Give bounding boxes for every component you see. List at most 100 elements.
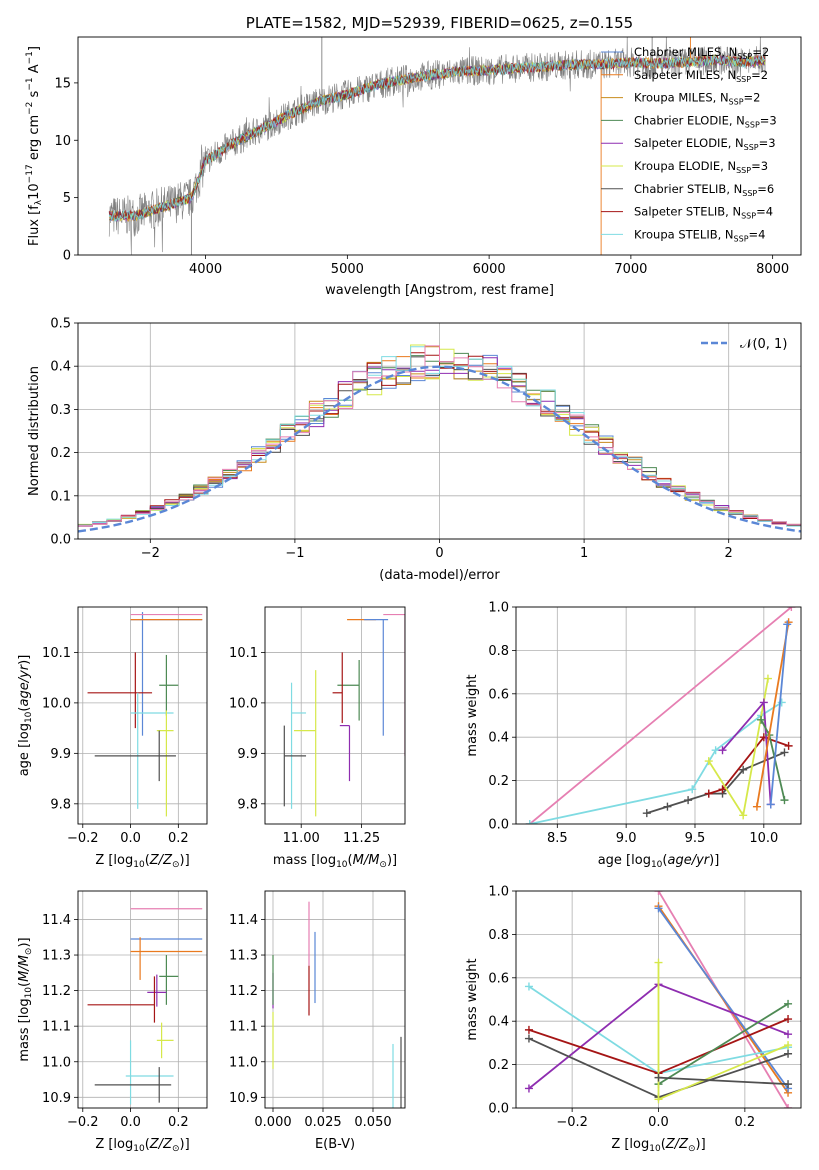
x-tick-label: 0 bbox=[435, 546, 443, 561]
legend-entry: Kroupa ELODIE, NSSP=3 bbox=[634, 159, 768, 175]
mass-vs-ebv-frame bbox=[264, 890, 406, 1109]
series-line-salpeter_miles bbox=[756, 622, 790, 807]
y-tick-label: 11.1 bbox=[229, 1020, 258, 1035]
age-vs-Z-frame bbox=[77, 606, 208, 825]
series-line-chabrier_miles bbox=[657, 907, 789, 1090]
y-tick-label: 9.9 bbox=[50, 747, 71, 762]
series-marker bbox=[684, 796, 693, 805]
series-marker bbox=[784, 1030, 793, 1039]
x-tick-label: 8000 bbox=[756, 262, 789, 277]
legend-entry: Salpeter MILES, NSSP=2 bbox=[634, 68, 768, 84]
series-line-chabrier_stelib bbox=[658, 1076, 789, 1085]
x-axis-label: wavelength [Angstrom, rest frame] bbox=[325, 283, 554, 298]
y-tick-label: 11.2 bbox=[229, 984, 258, 999]
y-tick-label: 0.0 bbox=[488, 1102, 509, 1117]
y-tick-label: 10.9 bbox=[229, 1091, 258, 1106]
series-marker bbox=[524, 1025, 533, 1034]
x-axis-label: age [log10(age/yr)] bbox=[598, 853, 720, 870]
y-tick-label: 0.2 bbox=[50, 446, 71, 461]
series-marker bbox=[654, 904, 663, 913]
series-marker bbox=[763, 674, 772, 683]
y-tick-label: 0.5 bbox=[50, 317, 71, 332]
mass-vs-Z-plot bbox=[87, 908, 203, 1105]
series-marker bbox=[780, 748, 789, 757]
series-marker bbox=[784, 1015, 793, 1024]
x-tick-label: 0.0 bbox=[120, 1115, 141, 1130]
y-tick-label: 10.1 bbox=[229, 646, 258, 661]
series-marker bbox=[525, 820, 534, 824]
residual-plot bbox=[78, 344, 801, 533]
age-vs-mass-plot bbox=[283, 613, 405, 817]
y-tick-label: 11.4 bbox=[229, 913, 258, 928]
x-tick-label: 8.5 bbox=[547, 831, 568, 846]
legend-entry: Chabrier MILES, NSSP=2 bbox=[634, 45, 769, 61]
y-tick-label: 0 bbox=[63, 249, 71, 264]
y-tick-label: 0.2 bbox=[488, 1058, 509, 1073]
x-tick-label: −1 bbox=[285, 546, 304, 561]
y-tick-label: 11.3 bbox=[42, 949, 71, 964]
mass-vs-Z-frame bbox=[77, 890, 208, 1109]
y-tick-label: 0.8 bbox=[488, 928, 509, 943]
series-marker bbox=[642, 809, 651, 818]
series-marker bbox=[704, 789, 713, 798]
x-tick-label: 9.5 bbox=[685, 831, 706, 846]
series-marker bbox=[718, 746, 727, 755]
series-marker bbox=[766, 800, 775, 809]
spectrum-frame bbox=[77, 36, 802, 256]
series-marker bbox=[654, 891, 663, 895]
x-axis-label: mass [log10(M/M⊙)] bbox=[273, 853, 397, 870]
y-tick-label: 10.9 bbox=[42, 1091, 71, 1106]
chart-title: PLATE=1582, MJD=52939, FIBERID=0625, z=0… bbox=[246, 14, 633, 32]
x-tick-label: 5000 bbox=[331, 262, 364, 277]
y-tick-label: 0.6 bbox=[488, 687, 509, 702]
y-axis-label: age [log10(age/yr)] bbox=[17, 655, 34, 777]
series-marker bbox=[711, 746, 720, 755]
spectrum-plot bbox=[108, 37, 766, 255]
series-marker bbox=[784, 1104, 793, 1108]
y-tick-label: 0.2 bbox=[488, 774, 509, 789]
y-tick-label: 0.0 bbox=[50, 533, 71, 548]
spectrum-axes bbox=[74, 82, 774, 259]
series-marker bbox=[783, 620, 792, 629]
series-marker bbox=[654, 1095, 663, 1104]
series-marker bbox=[688, 785, 697, 794]
series-marker bbox=[757, 715, 766, 724]
x-axis-label: (data-model)/error bbox=[379, 568, 500, 583]
x-tick-label: 0.050 bbox=[354, 1115, 391, 1130]
y-tick-label: 9.8 bbox=[50, 797, 71, 812]
y-axis-label: mass [log10(M/M⊙)] bbox=[17, 937, 34, 1061]
series-marker bbox=[654, 958, 663, 967]
mass-vs-ebv-plot bbox=[272, 901, 402, 1108]
series-marker bbox=[787, 607, 796, 611]
legend-entry: Kroupa MILES, NSSP=2 bbox=[634, 91, 760, 107]
mass-weight-vs-Z-plot bbox=[524, 891, 793, 1108]
x-tick-label: 10.0 bbox=[749, 831, 778, 846]
series-marker bbox=[759, 698, 768, 707]
series-marker bbox=[524, 1084, 533, 1093]
x-tick-label: 2 bbox=[725, 546, 733, 561]
y-tick-label: 11.1 bbox=[42, 1020, 71, 1035]
x-tick-label: −0.2 bbox=[556, 1115, 588, 1130]
series-marker bbox=[654, 1073, 663, 1082]
y-tick-label: 0.1 bbox=[50, 489, 71, 504]
gaussian-curve bbox=[78, 365, 801, 533]
y-axis-label: mass weight bbox=[465, 958, 480, 1040]
mass-weight-vs-age-frame bbox=[515, 606, 802, 825]
y-tick-label: 10.0 bbox=[229, 696, 258, 711]
x-axis-label: Z [log10(Z/Z⊙)] bbox=[95, 1137, 189, 1154]
x-tick-label: −2 bbox=[141, 546, 160, 561]
y-tick-label: 9.9 bbox=[237, 747, 258, 762]
y-axis-label: mass weight bbox=[465, 674, 480, 756]
y-tick-label: 10 bbox=[54, 134, 71, 149]
mass-weight-vs-Z-frame bbox=[515, 890, 802, 1109]
y-tick-label: 11.4 bbox=[42, 913, 71, 928]
x-tick-label: 4000 bbox=[189, 262, 222, 277]
age-vs-mass-frame bbox=[264, 606, 406, 825]
y-tick-label: 5 bbox=[63, 191, 71, 206]
y-tick-label: 0.0 bbox=[488, 818, 509, 833]
legend-entry: Salpeter STELIB, NSSP=4 bbox=[634, 205, 773, 221]
y-tick-label: 15 bbox=[54, 76, 71, 91]
legend-entry: Kroupa STELIB, NSSP=4 bbox=[634, 227, 765, 243]
x-tick-label: 0.2 bbox=[168, 1115, 189, 1130]
x-tick-label: −0.2 bbox=[67, 1115, 99, 1130]
